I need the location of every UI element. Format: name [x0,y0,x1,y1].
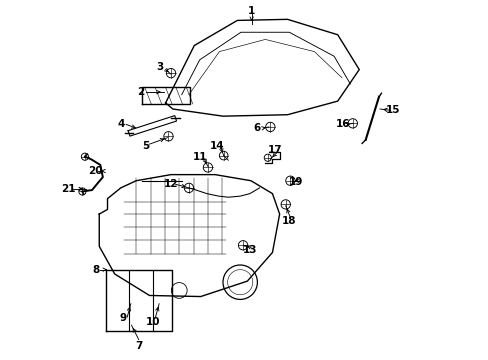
Text: 3: 3 [156,62,163,72]
Text: 19: 19 [289,177,303,187]
Text: 2: 2 [137,87,144,97]
Text: 8: 8 [92,265,99,275]
Text: 11: 11 [192,152,206,162]
Text: 5: 5 [142,141,149,151]
Text: 10: 10 [145,317,160,327]
Text: 16: 16 [335,120,349,129]
Text: 4: 4 [117,120,124,129]
Text: 7: 7 [135,341,142,351]
Text: 6: 6 [253,123,260,133]
Text: 21: 21 [61,184,76,194]
Text: 15: 15 [386,105,400,115]
Text: 18: 18 [282,216,296,226]
Polygon shape [128,116,176,136]
Text: 13: 13 [242,245,257,255]
Text: 14: 14 [210,141,224,151]
Text: 12: 12 [163,179,178,189]
Text: 9: 9 [119,313,126,323]
Text: 1: 1 [247,6,255,17]
Text: 20: 20 [88,166,102,176]
Text: 17: 17 [267,144,282,154]
